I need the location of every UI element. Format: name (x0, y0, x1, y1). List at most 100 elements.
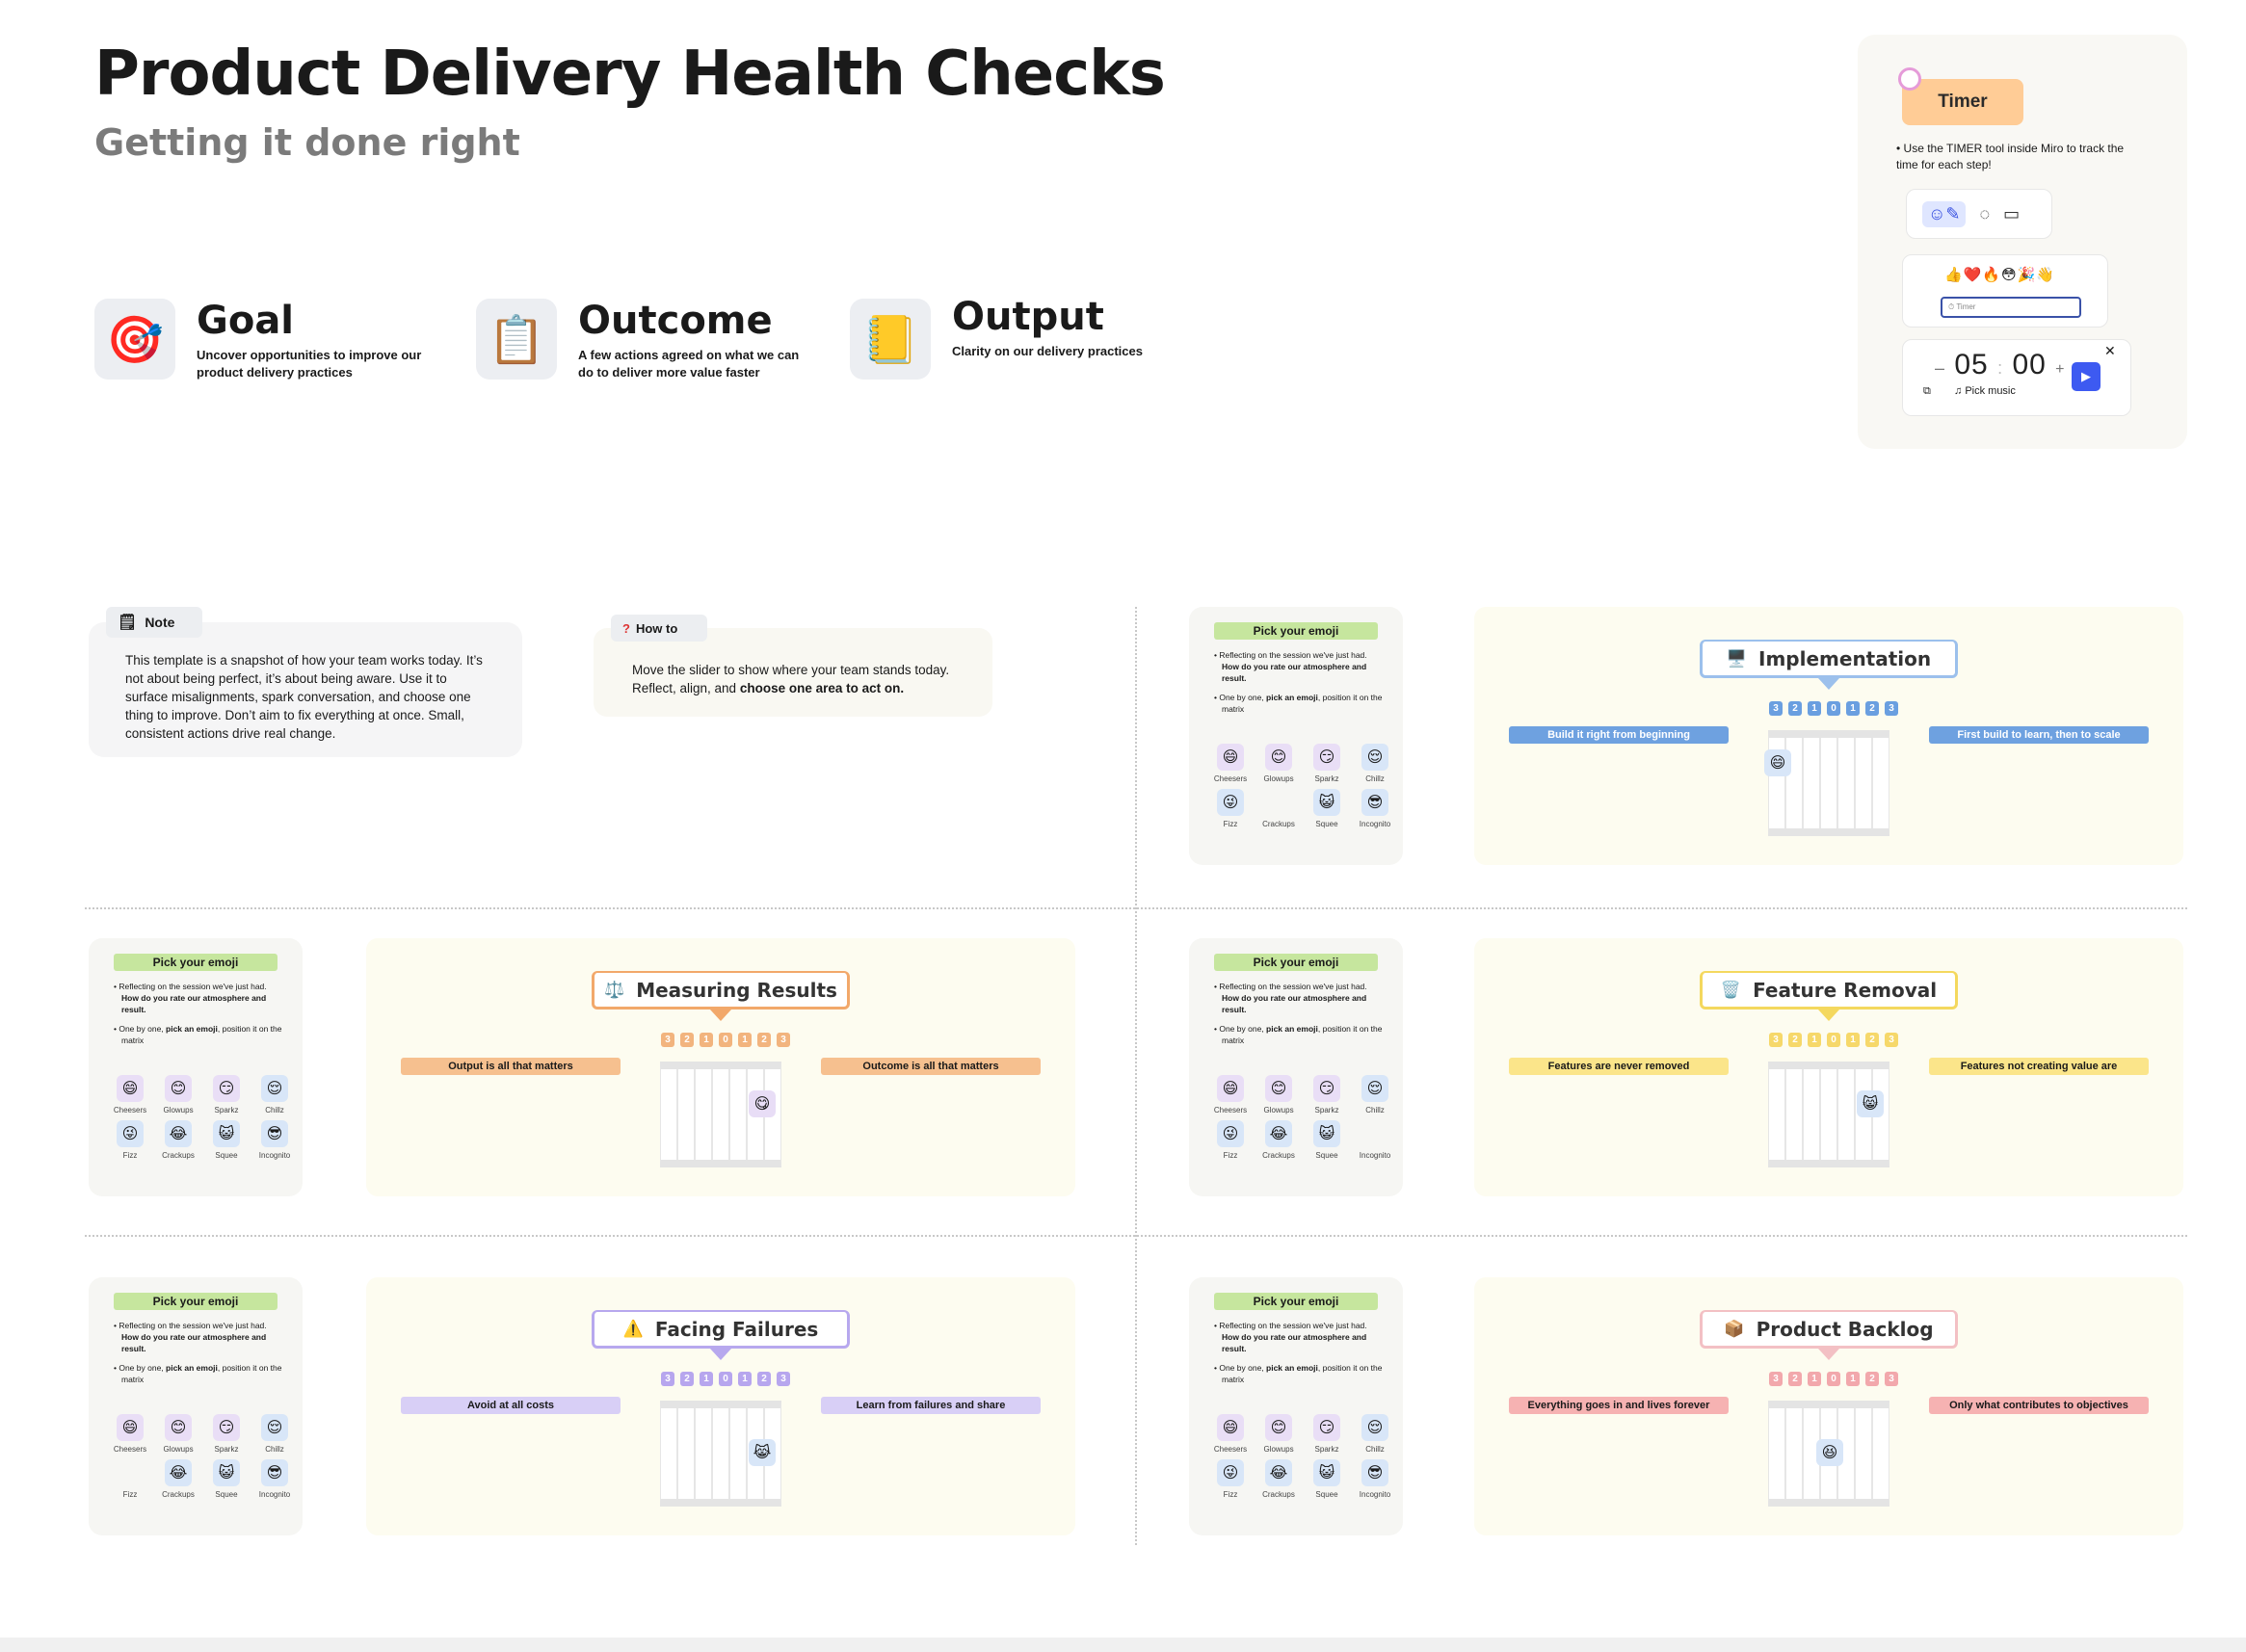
emoji-chip-icon[interactable]: 😏 (1313, 744, 1340, 771)
emoji-chip-icon[interactable]: 😌 (1361, 1414, 1388, 1441)
emoji-chip-icon[interactable]: 😂 (165, 1120, 192, 1147)
emoji-option[interactable]: 😊 Glowups (1255, 1414, 1303, 1454)
emoji-option[interactable]: 😺 Squee (1303, 1120, 1351, 1160)
emoji-chip-icon[interactable]: 😎 (1361, 1459, 1388, 1486)
emoji-chip-icon[interactable]: 😌 (261, 1075, 288, 1102)
emoji-chip-icon[interactable]: 😊 (1265, 1075, 1292, 1102)
emoji-chip-icon[interactable]: 😂 (165, 1459, 192, 1486)
timer-button[interactable]: Timer (1902, 79, 2023, 125)
emoji-option[interactable]: 😜 Fizz (1206, 1459, 1255, 1499)
plus-icon[interactable]: + (2055, 361, 2066, 378)
emoji-option[interactable]: 😎 Incognito (251, 1120, 299, 1160)
emoji-chip-icon[interactable]: 😂 (1265, 1459, 1292, 1486)
timer-input[interactable]: ⏱ Timer (1941, 297, 2081, 318)
emoji-chip-icon[interactable]: 😜 (117, 1120, 144, 1147)
emoji-option[interactable]: 😜 Fizz (106, 1120, 154, 1160)
emoji-chip-icon[interactable]: 😎 (261, 1120, 288, 1147)
emoji-option[interactable]: 😂 Crackups (154, 1120, 202, 1160)
emoji-chip-icon[interactable]: 😄 (117, 1075, 144, 1102)
emoji-option[interactable]: 😌 Chillz (1351, 744, 1399, 783)
emoji-option[interactable]: 😄 Cheesers (1206, 1414, 1255, 1454)
emoji-option[interactable]: 😊 Glowups (1255, 1075, 1303, 1114)
emoji-chip-icon[interactable]: 😏 (1313, 1075, 1340, 1102)
emoji-chip-icon[interactable]: 😺 (213, 1120, 240, 1147)
emoji-chip-icon[interactable]: 😺 (1313, 1120, 1340, 1147)
emoji-chip-icon[interactable]: 😌 (1361, 1075, 1388, 1102)
emoji-chip-icon[interactable]: 😌 (1361, 744, 1388, 771)
emoji-option[interactable]: Incognito (1351, 1120, 1399, 1160)
feature-removal-emoji-marker[interactable]: 😸 (1857, 1090, 1884, 1117)
emoji-option[interactable]: 😌 Chillz (1351, 1414, 1399, 1454)
emoji-chip-icon[interactable] (1265, 789, 1292, 816)
expand-icon[interactable]: ⧉ (1923, 385, 1931, 397)
emoji-chip-icon[interactable]: 😎 (261, 1459, 288, 1486)
emoji-option[interactable]: Crackups (1255, 789, 1303, 828)
emoji-option[interactable]: 😊 Glowups (1255, 744, 1303, 783)
emoji-option[interactable]: 😄 Cheesers (1206, 1075, 1255, 1114)
emoji-chip-icon[interactable]: 😄 (1217, 1075, 1244, 1102)
emoji-option[interactable]: 😎 Incognito (251, 1459, 299, 1499)
emoji-chip-icon[interactable]: 😄 (1217, 1414, 1244, 1441)
emoji-chip-icon[interactable] (117, 1459, 144, 1486)
emoji-option[interactable]: 😄 Cheesers (1206, 744, 1255, 783)
emoji-option[interactable]: 😺 Squee (202, 1459, 251, 1499)
emoji-option[interactable]: 😏 Sparkz (1303, 1075, 1351, 1114)
emoji-chip-icon[interactable]: 😺 (1313, 1459, 1340, 1486)
implementation-slider[interactable] (1768, 730, 1889, 836)
emoji-chip-icon[interactable] (1361, 1120, 1388, 1147)
emoji-option[interactable]: Fizz (106, 1459, 154, 1499)
emoji-option[interactable]: 😎 Incognito (1351, 1459, 1399, 1499)
emoji-chip-icon[interactable]: 😌 (261, 1414, 288, 1441)
pick-music-button[interactable]: ♫ Pick music (1954, 385, 2016, 397)
timer-minutes[interactable]: 05 (1954, 349, 1989, 380)
emoji-chip-icon[interactable]: 😏 (213, 1414, 240, 1441)
emoji-chip-icon[interactable]: 😜 (1217, 1120, 1244, 1147)
emoji-option[interactable]: 😂 Crackups (1255, 1120, 1303, 1160)
emoji-chip-icon[interactable]: 😊 (1265, 1414, 1292, 1441)
emoji-option[interactable]: 😜 Fizz (1206, 1120, 1255, 1160)
emoji-chip-icon[interactable]: 😺 (213, 1459, 240, 1486)
emoji-chip-icon[interactable]: 😄 (1217, 744, 1244, 771)
emoji-chip-icon[interactable]: 😂 (1265, 1120, 1292, 1147)
feature-removal-slider[interactable] (1768, 1062, 1889, 1167)
emoji-option[interactable]: 😌 Chillz (251, 1075, 299, 1114)
emoji-option[interactable]: 😏 Sparkz (202, 1414, 251, 1454)
emoji-option[interactable]: 😜 Fizz (1206, 789, 1255, 828)
measuring-results-emoji-marker[interactable]: 😋 (749, 1090, 776, 1117)
emoji-option[interactable]: 😌 Chillz (1351, 1075, 1399, 1114)
emoji-chip-icon[interactable]: 😎 (1361, 789, 1388, 816)
emoji-option[interactable]: 😺 Squee (1303, 1459, 1351, 1499)
emoji-option[interactable]: 😄 Cheesers (106, 1075, 154, 1114)
play-icon[interactable]: ▶ (2072, 362, 2101, 391)
emoji-chip-icon[interactable]: 😏 (1313, 1414, 1340, 1441)
emoji-chip-icon[interactable]: 😺 (1313, 789, 1340, 816)
emoji-option[interactable]: 😏 Sparkz (1303, 1414, 1351, 1454)
emoji-option[interactable]: 😺 Squee (1303, 789, 1351, 828)
emoji-chip-icon[interactable]: 😊 (165, 1414, 192, 1441)
timer-seconds[interactable]: 00 (2012, 349, 2047, 380)
emoji-option[interactable]: 😊 Glowups (154, 1075, 202, 1114)
emoji-chip-icon[interactable]: 😊 (1265, 744, 1292, 771)
reactions-icon[interactable]: ☺✎ (1922, 200, 1967, 227)
emoji-option[interactable]: 😏 Sparkz (1303, 744, 1351, 783)
emoji-option[interactable]: 😂 Crackups (154, 1459, 202, 1499)
emoji-option[interactable]: 😏 Sparkz (202, 1075, 251, 1114)
emoji-option[interactable]: 😊 Glowups (154, 1414, 202, 1454)
emoji-option[interactable]: 😺 Squee (202, 1120, 251, 1160)
close-icon[interactable]: ✕ (2104, 343, 2116, 358)
emoji-chip-icon[interactable]: 😊 (165, 1075, 192, 1102)
emoji-chip-icon[interactable]: 😄 (117, 1414, 144, 1441)
emoji-option[interactable]: 😄 Cheesers (106, 1414, 154, 1454)
emoji-option[interactable]: 😂 Crackups (1255, 1459, 1303, 1499)
product-backlog-emoji-marker[interactable]: 😆 (1816, 1439, 1843, 1466)
implementation-emoji-marker[interactable]: 😄 (1764, 749, 1791, 776)
emoji-option[interactable]: 😌 Chillz (251, 1414, 299, 1454)
reaction-emojis[interactable]: 👍❤️🔥😳🎉👋 (1944, 267, 2056, 283)
facing-failures-emoji-marker[interactable]: 😹 (749, 1439, 776, 1466)
video-icon[interactable]: ▭ (2003, 203, 2021, 223)
emoji-chip-icon[interactable]: 😜 (1217, 789, 1244, 816)
minus-icon[interactable]: – (1935, 358, 1946, 378)
chat-icon[interactable]: ◌ (1979, 203, 1991, 223)
emoji-chip-icon[interactable]: 😏 (213, 1075, 240, 1102)
emoji-chip-icon[interactable]: 😜 (1217, 1459, 1244, 1486)
